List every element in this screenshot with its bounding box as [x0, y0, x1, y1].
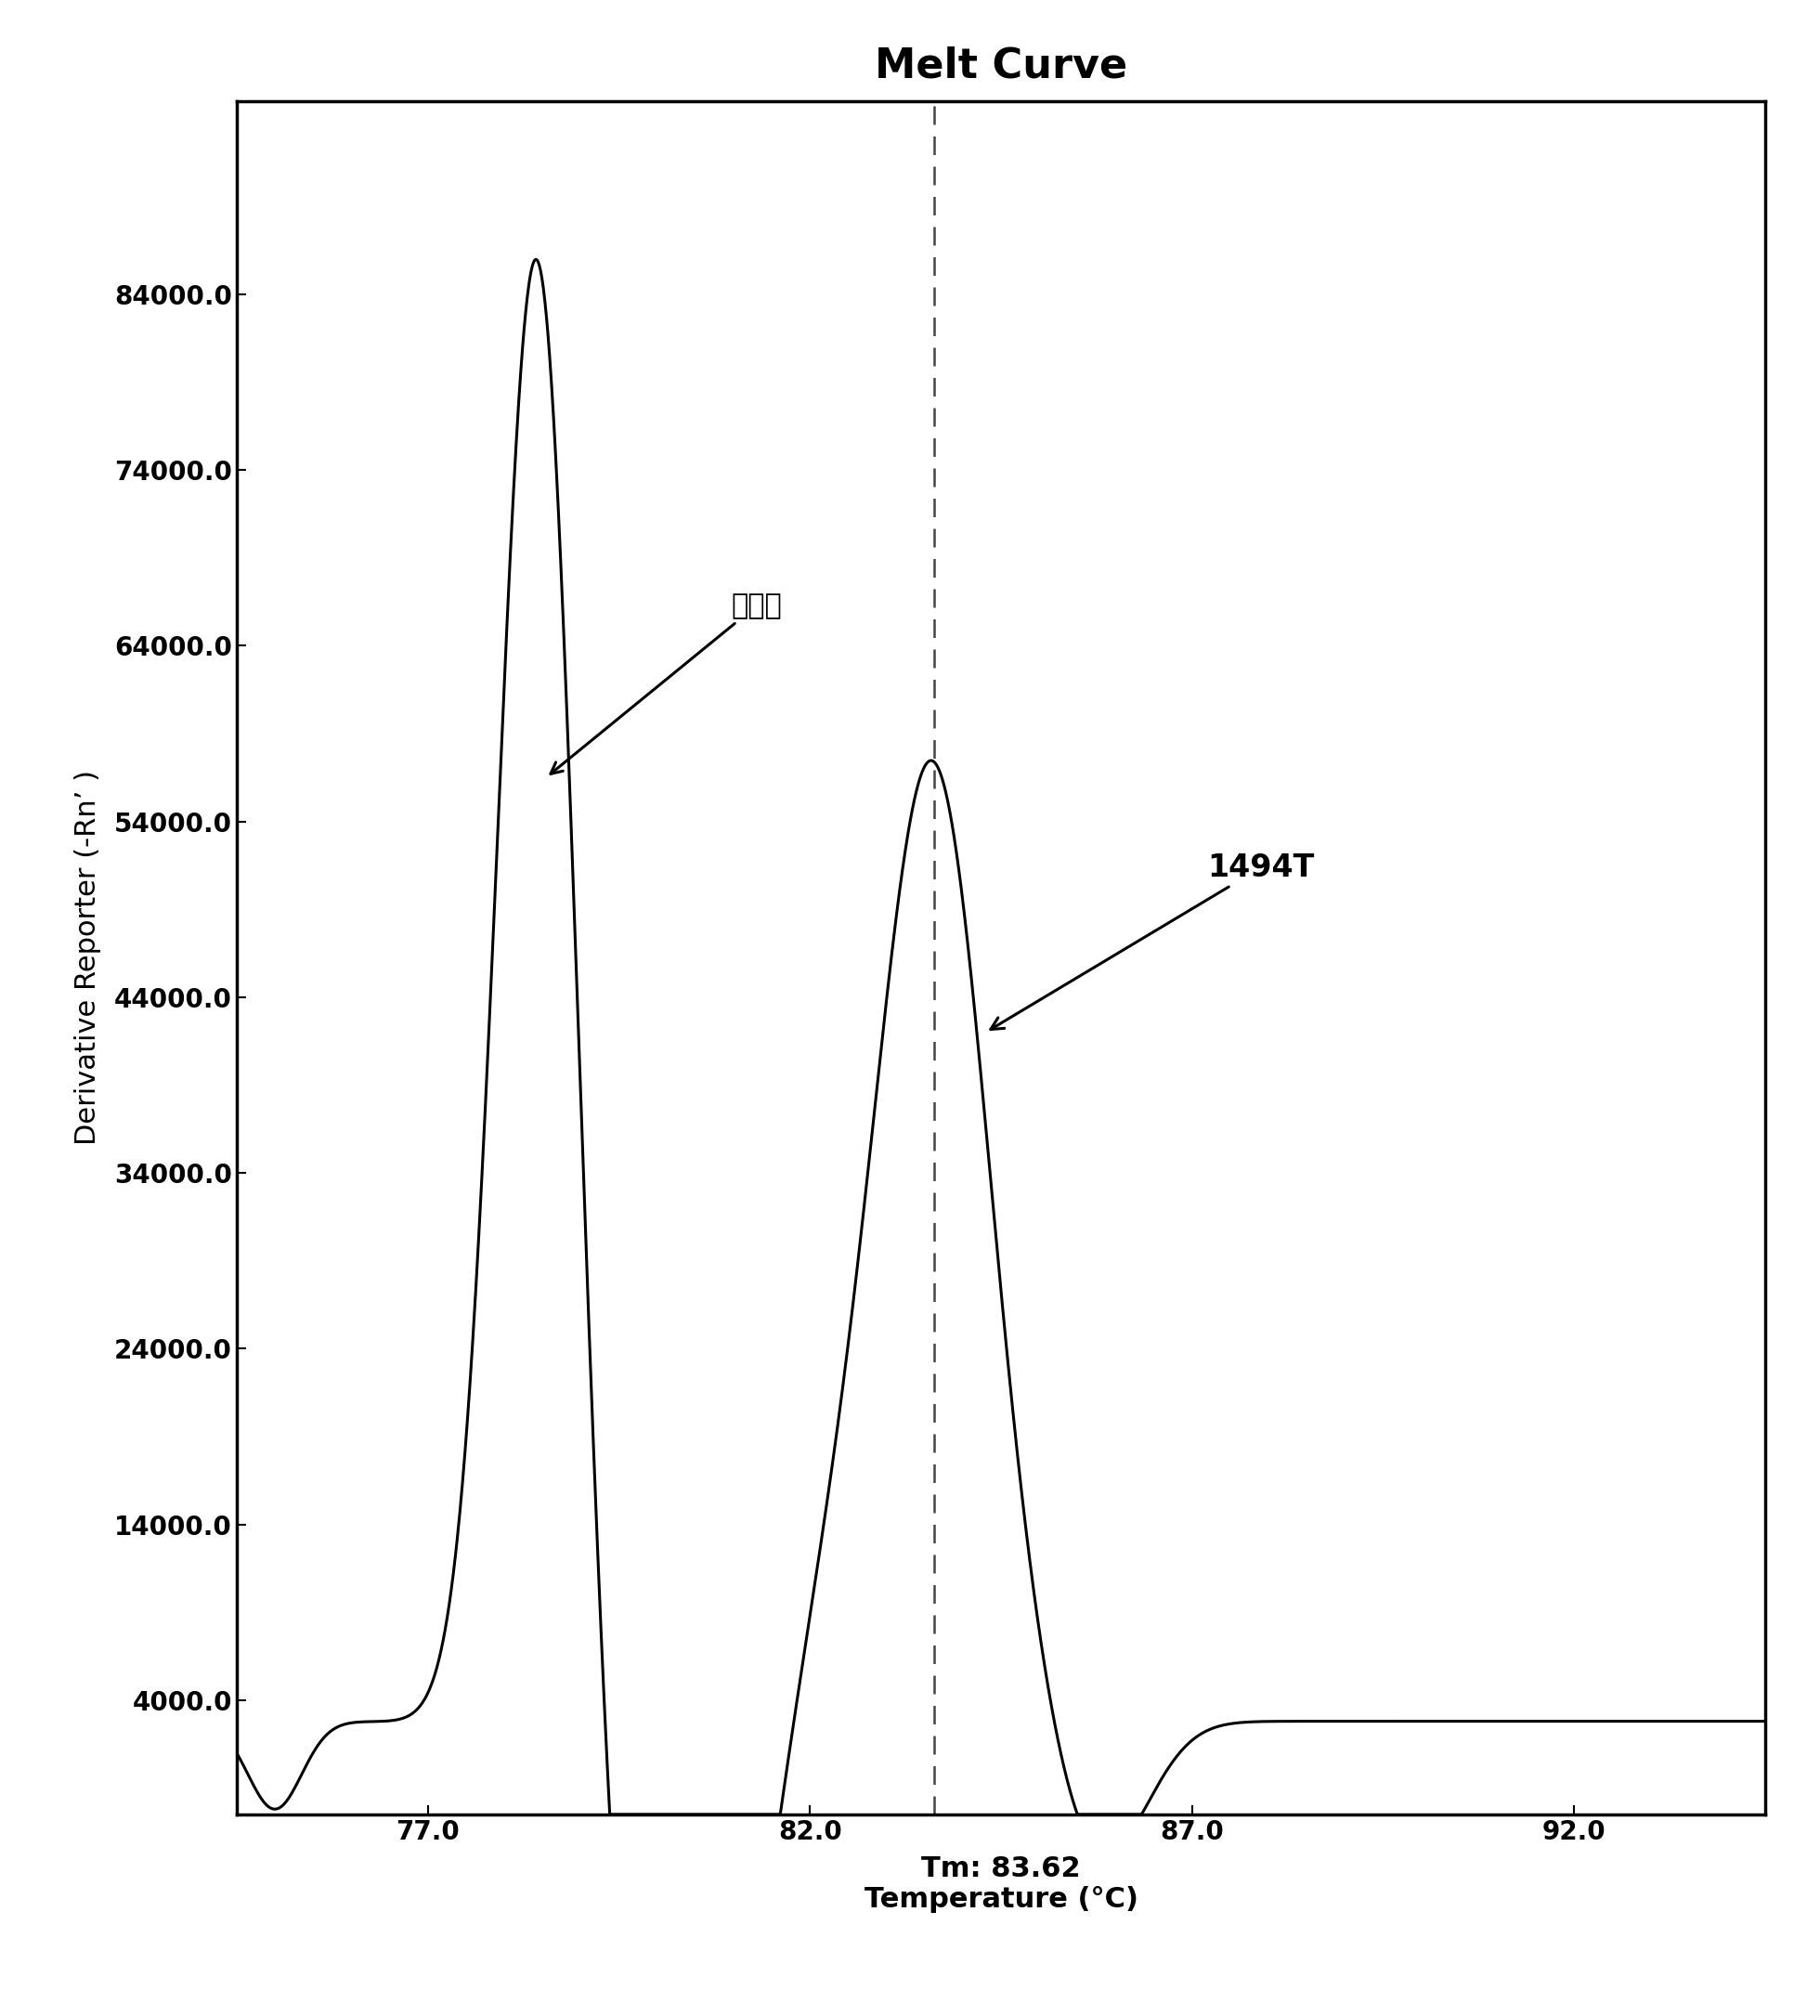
Title: Melt Curve: Melt Curve — [875, 46, 1127, 87]
Text: 1494T: 1494T — [990, 853, 1314, 1030]
Y-axis label: Derivative Reporter (-Rn’ ): Derivative Reporter (-Rn’ ) — [75, 770, 102, 1145]
Text: 质控峰: 质控峰 — [551, 593, 783, 774]
X-axis label: Tm: 83.62
Temperature (°C): Tm: 83.62 Temperature (°C) — [864, 1855, 1138, 1913]
